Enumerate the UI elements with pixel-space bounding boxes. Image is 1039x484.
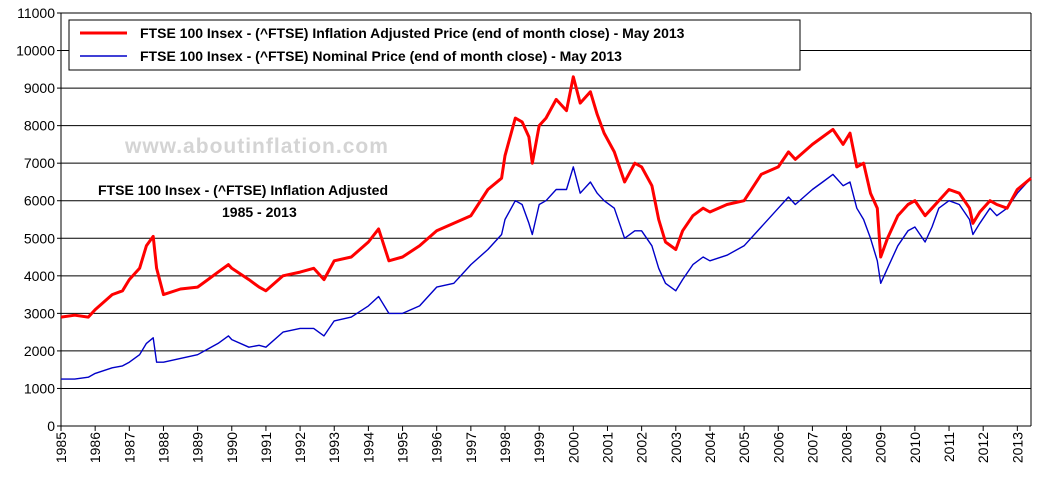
series-line-inflation-adjusted [60, 75, 1032, 319]
x-tick-label: 1996 [429, 432, 445, 463]
axes [60, 13, 1032, 431]
x-tick-label: 1988 [155, 432, 171, 463]
x-tick-label: 1987 [121, 432, 137, 463]
y-tick-label: 4000 [24, 268, 55, 284]
y-tick-label: 5000 [24, 230, 55, 246]
x-tick-label: 1995 [395, 432, 411, 463]
x-tick-label: 1994 [360, 432, 376, 463]
x-tick-label: 2006 [770, 432, 786, 463]
legend: FTSE 100 Insex - (^FTSE) Inflation Adjus… [68, 19, 801, 71]
x-tick-label: 2000 [565, 432, 581, 463]
x-tick-label: 1999 [531, 432, 547, 463]
x-tick-label: 1997 [463, 432, 479, 463]
x-tick-label: 1985 [53, 432, 69, 463]
x-tick-label: 2007 [804, 432, 820, 463]
y-tick-label: 7000 [24, 155, 55, 171]
y-tick-labels: 0 1000 2000 3000 4000 5000 6000 7000 8000 9000 100… [16, 5, 55, 434]
x-tick-label: 2005 [736, 432, 752, 463]
y-tick-label: 9000 [24, 80, 55, 96]
y-tick-label: 0 [47, 418, 55, 434]
x-tick-label: 1991 [258, 432, 274, 463]
grid-lines [57, 12, 1031, 427]
x-tick-label: 2001 [599, 432, 615, 463]
y-tick-label: 8000 [24, 118, 55, 134]
series-lines [60, 75, 1032, 380]
annotation-line-2: 1985 - 2013 [222, 204, 297, 220]
x-tick-labels: 1985 1986 1987 1988 1989 1990 1991 1992 1993 1994… [53, 432, 1025, 463]
x-tick-label: 1986 [87, 432, 103, 463]
series-line-nominal [61, 166, 1032, 380]
y-tick-label: 3000 [24, 305, 55, 321]
x-tick-label: 1990 [224, 432, 240, 463]
watermark: www.aboutinflation.com [124, 135, 389, 158]
x-tick-label: 1992 [292, 432, 308, 463]
y-tick-label: 10000 [16, 43, 55, 59]
x-tick-label: 2011 [941, 432, 957, 462]
x-tick-label: 1993 [326, 432, 342, 463]
y-tick-label: 11000 [17, 5, 55, 21]
x-tick-label: 2012 [975, 432, 991, 463]
x-tick-label: 1998 [497, 432, 513, 463]
legend-label-inflation-adjusted: FTSE 100 Insex - (^FTSE) Inflation Adjus… [140, 25, 685, 41]
legend-box [68, 19, 801, 71]
legend-label-nominal: FTSE 100 Insex - (^FTSE) Nominal Price (… [140, 48, 622, 64]
x-tick-label: 2013 [1009, 432, 1025, 463]
x-tick-label: 2004 [702, 432, 718, 463]
y-tick-label: 2000 [24, 343, 55, 359]
x-tick-label: 2010 [907, 432, 923, 463]
y-tick-label: 1000 [24, 380, 55, 396]
x-tick-label: 2002 [634, 432, 650, 463]
annotation-line-1: FTSE 100 Insex - (^FTSE) Inflation Adjus… [98, 182, 388, 198]
x-tick-label: 1989 [190, 432, 206, 463]
x-tick-label: 2008 [839, 432, 855, 463]
x-tick-label: 2003 [668, 432, 684, 463]
x-tick-label: 2009 [873, 432, 889, 463]
y-tick-label: 6000 [24, 193, 55, 209]
